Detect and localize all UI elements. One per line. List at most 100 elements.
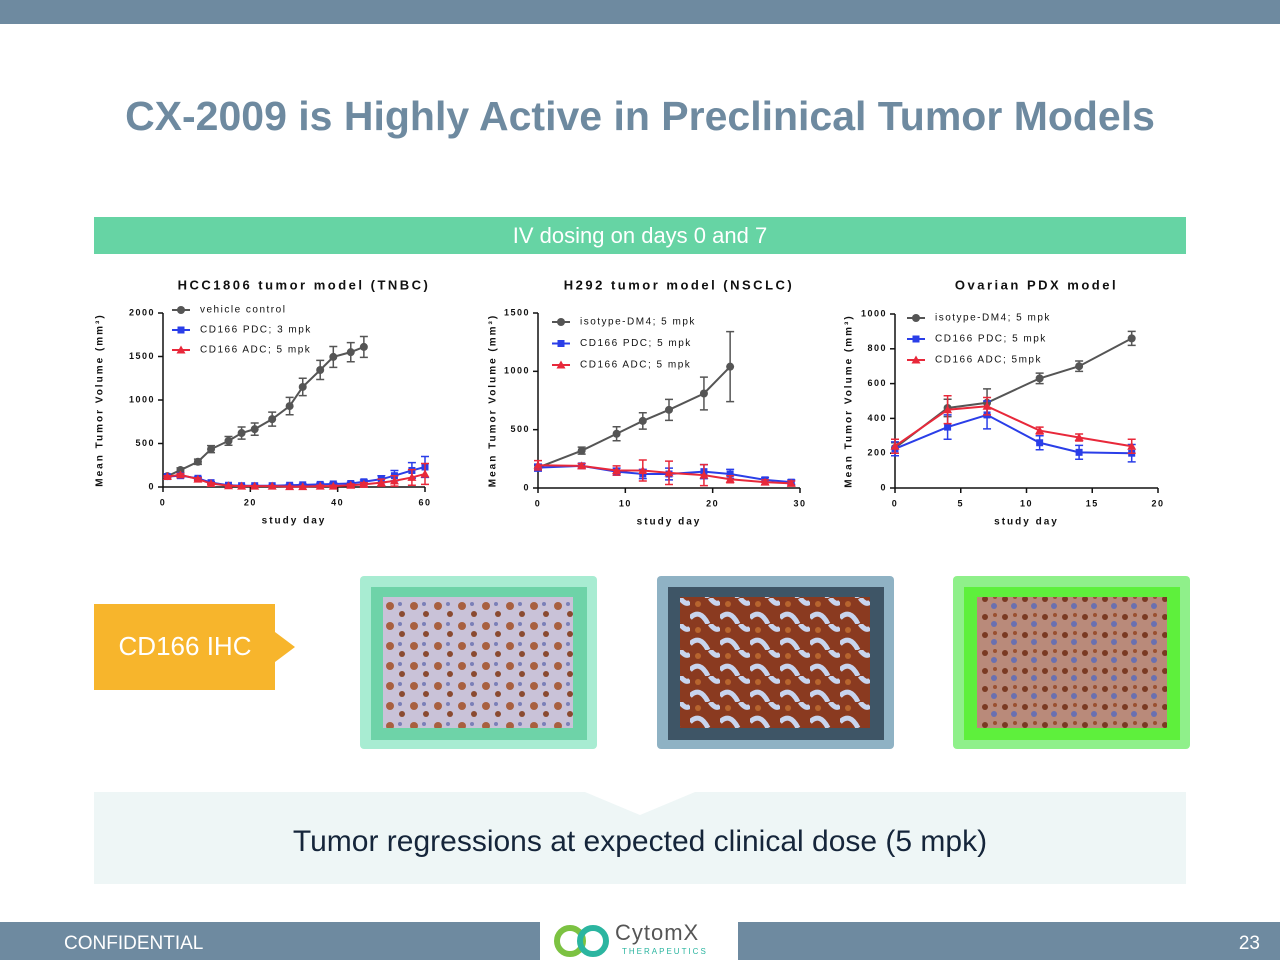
data-point [267,481,277,490]
slide-title: CX-2009 is Highly Active in Preclinical … [125,93,1155,139]
legend-label: isotype-DM4; 5 mpk [935,313,1051,324]
data-point [346,348,355,357]
legend-marker [556,360,566,369]
legend-marker [177,326,185,334]
y-tick-label: 600 [867,378,887,388]
chart-title: HCC1806 tumor model (TNBC) [178,277,431,292]
series-line [894,405,1132,448]
x-tick-label: 60 [418,497,431,507]
data-point [268,415,277,424]
legend-marker [557,340,565,347]
x-tick-label: 0 [892,498,899,508]
data-point [638,466,648,474]
data-point [982,401,992,410]
banner [94,217,1186,254]
legend-marker [177,306,185,314]
y-tick-label: 0 [523,482,530,492]
data-point [943,405,953,414]
data-point [533,460,543,469]
y-tick-label: 2000 [129,307,155,317]
x-tick-label: 20 [706,498,719,508]
data-point [1074,433,1084,442]
data-point [359,479,369,488]
legend-marker [911,355,921,364]
legend-label: CD166 ADC; 5mpk [935,355,1042,366]
data-point [285,482,295,491]
ihc-image [977,597,1167,728]
y-tick-label: 1000 [861,308,887,318]
series-line [166,346,365,478]
data-point [389,476,399,485]
data-point [1127,441,1137,450]
data-point [207,445,216,454]
x-tick-label: 10 [619,498,632,508]
x-tick-label: 40 [331,497,344,507]
data-point [725,474,735,483]
y-tick-label: 1500 [129,351,155,361]
data-point [1035,426,1045,435]
y-tick-label: 500 [510,424,530,434]
data-point [237,481,247,490]
data-point [1075,362,1084,371]
legend-marker [912,335,920,343]
x-tick-label: 20 [1151,498,1164,508]
y-tick-label: 1000 [504,366,530,376]
y-tick-label: 0 [148,481,155,491]
legend-label: CD166 PDC; 5 mpk [935,334,1047,345]
legend-label: isotype-DM4; 5 mpk [580,317,696,328]
y-tick-label: 500 [135,438,155,448]
y-tick-label: 800 [867,343,887,353]
y-tick-label: 1500 [504,307,530,317]
data-point [224,481,233,490]
logo-subtext: THERAPEUTICS [622,947,708,956]
chart-title: Ovarian PDX model [955,277,1118,292]
data-point [175,470,185,479]
x-axis-label: study day [994,517,1059,528]
data-point [664,468,674,477]
data-point [316,365,325,374]
data-point [1127,334,1136,343]
legend-label: CD166 ADC; 5 mpk [580,360,691,371]
charts: HCC1806 tumor model (TNBC)05001000150020… [95,277,1164,528]
data-point [699,470,709,479]
data-point [638,416,647,425]
legend-label: CD166 PDC; 5 mpk [580,338,692,349]
y-tick-label: 200 [867,448,887,458]
data-point [407,472,417,481]
data-point [328,481,338,490]
y-tick-label: 1000 [129,394,155,404]
y-axis-label: Mean Tumor Volume (mm³) [488,314,499,487]
data-point [665,405,673,414]
ihc-image [680,597,870,728]
data-point [726,470,734,478]
data-point [285,402,294,411]
data-point [786,478,796,487]
legend-label: CD166 PDC; 3 mpk [200,325,312,336]
callout-box [94,792,1186,884]
x-tick-label: 0 [535,498,542,508]
footer-left: CONFIDENTIAL [64,933,203,954]
data-point [760,477,770,486]
x-tick-label: 5 [957,498,964,508]
ihc-image [383,597,573,728]
data-point [1036,439,1044,447]
data-point [329,352,338,361]
data-point [612,466,622,474]
data-point [250,425,259,434]
legend-marker [176,345,186,354]
data-point [346,480,356,489]
data-point [890,441,900,450]
data-point [237,429,246,438]
page-number: 23 [1239,933,1260,954]
y-tick-label: 0 [880,482,887,492]
x-tick-label: 15 [1086,498,1099,508]
x-tick-label: 20 [244,497,257,507]
data-point [315,481,325,490]
data-point [376,478,386,487]
callout-text: Tumor regressions at expected clinical d… [293,825,987,858]
data-point [612,429,621,438]
ihc-label-box [94,604,295,690]
legend-marker [912,314,920,322]
data-point [944,423,952,431]
y-axis-label: Mean Tumor Volume (mm³) [844,314,855,487]
